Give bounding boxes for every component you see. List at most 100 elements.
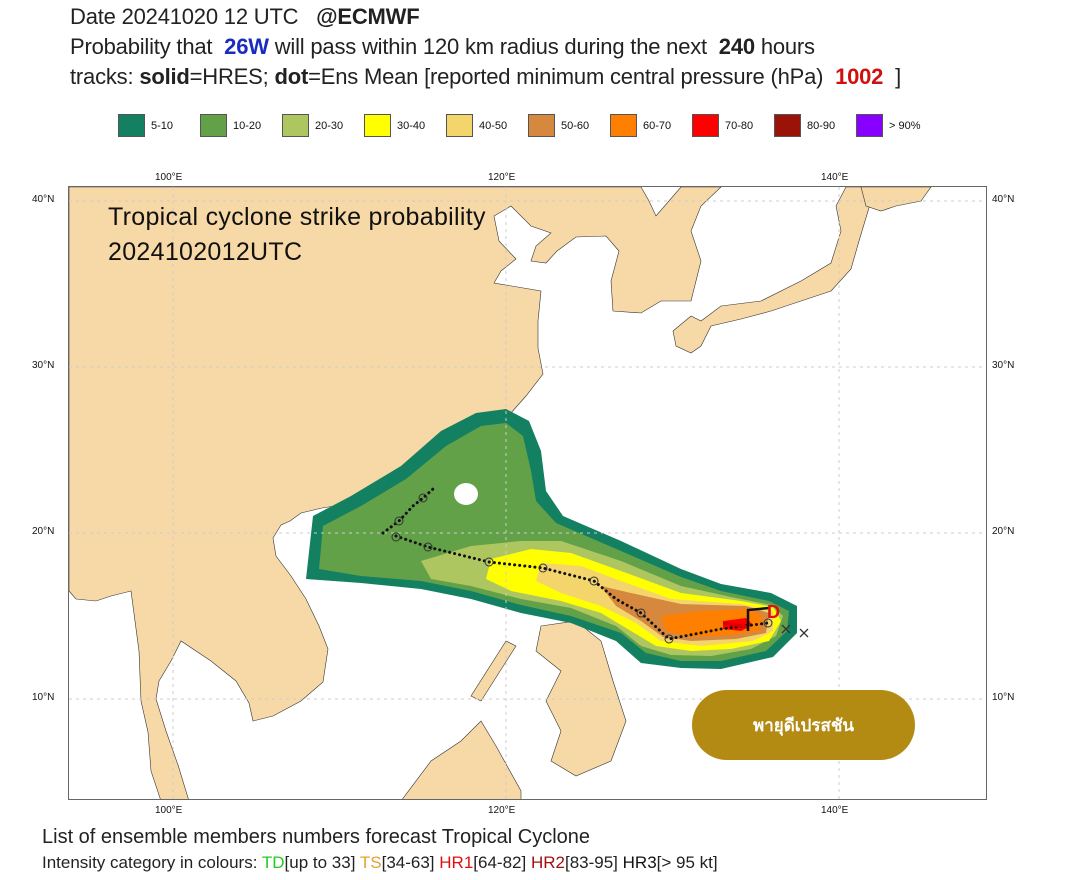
legend-label: 20-30 — [315, 119, 344, 132]
pressure-value: 1002 — [835, 64, 884, 89]
legend-swatch — [774, 114, 801, 137]
legend-item: > 90% — [856, 114, 938, 137]
track-marker — [636, 608, 646, 618]
lon-label-top: 140°E — [821, 172, 849, 183]
text: dot — [274, 64, 309, 89]
track-marker — [484, 557, 494, 567]
category-range: [64-82] — [473, 853, 527, 872]
legend-swatch — [610, 114, 637, 137]
lon-label-bottom: 120°E — [488, 805, 516, 816]
org-text: @ECMWF — [316, 4, 420, 29]
hres-track — [746, 606, 770, 631]
category-name: TD — [261, 853, 285, 872]
legend-label: 60-70 — [643, 119, 672, 132]
map-subtitle: 2024102012UTC — [108, 238, 303, 266]
cross-icon — [781, 624, 791, 634]
cross-icon — [799, 628, 809, 638]
category-name: HR1 — [439, 853, 474, 872]
japan-hokkaido — [860, 187, 932, 212]
text: Probability that — [70, 34, 213, 59]
legend-item: 60-70 — [610, 114, 692, 137]
category-name: HR2 — [530, 853, 565, 872]
lat-label-right: 40°N — [992, 194, 1015, 205]
legend-swatch — [364, 114, 391, 137]
category-range: [> 95 kt] — [656, 853, 718, 872]
lat-label-left: 30°N — [32, 360, 55, 371]
text: hours — [760, 34, 815, 59]
track-marker — [538, 563, 548, 573]
text: Intensity category in colours: — [42, 853, 258, 872]
legend-swatch — [118, 114, 145, 137]
text: tracks: — [70, 64, 134, 89]
legend-item: 50-60 — [528, 114, 610, 137]
track-marker — [391, 532, 401, 542]
legend-item: 20-30 — [282, 114, 364, 137]
date-text: Date 20241020 12 UTC — [70, 4, 299, 29]
legend-swatch — [528, 114, 555, 137]
tracks: D — [381, 487, 809, 644]
legend-label: 10-20 — [233, 119, 262, 132]
legend-swatch — [282, 114, 309, 137]
lon-label-top: 120°E — [488, 172, 516, 183]
legend-item: 5-10 — [118, 114, 200, 137]
hours-value: 240 — [718, 34, 755, 59]
text: ] — [895, 64, 901, 89]
text: =Ens Mean [reported minimum central pres… — [308, 64, 824, 89]
legend-swatch — [856, 114, 883, 137]
legend-item: 80-90 — [774, 114, 856, 137]
lon-label-bottom: 140°E — [821, 805, 849, 816]
legend-label: > 90% — [889, 119, 921, 132]
lat-label-right: 20°N — [992, 526, 1015, 537]
storm-id: 26W — [224, 34, 269, 59]
storm-depression-marker: D — [767, 602, 780, 622]
legend-swatch — [446, 114, 473, 137]
category-range: [up to 33] — [284, 853, 356, 872]
lat-label-left: 10°N — [32, 692, 55, 703]
legend-item: 40-50 — [446, 114, 528, 137]
legend-swatch — [692, 114, 719, 137]
category-name: HR3 — [622, 853, 657, 872]
track-marker — [394, 516, 404, 526]
track-time-markers — [391, 493, 773, 644]
map-title: Tropical cyclone strike probability — [108, 203, 486, 231]
lon-label-top: 100°E — [155, 172, 183, 183]
legend-label: 70-80 — [725, 119, 754, 132]
category-range: [83-95] — [564, 853, 618, 872]
legend-item: 10-20 — [200, 114, 282, 137]
lat-label-left: 40°N — [32, 194, 55, 205]
storm-type-badge: พายุดีเปรสชัน — [692, 690, 915, 760]
legend-label: 30-40 — [397, 119, 426, 132]
hres-track-red — [722, 621, 749, 629]
legend-swatch — [200, 114, 227, 137]
text: solid — [139, 64, 190, 89]
category-name: TS — [359, 853, 382, 872]
header-line-tracks: tracks: solid=HRES; dot=Ens Mean [report… — [70, 64, 901, 90]
track-marker — [589, 576, 599, 586]
legend-item: 30-40 — [364, 114, 446, 137]
footer-intensity: Intensity category in colours: TD[up to … — [42, 853, 718, 873]
legend-label: 5-10 — [151, 119, 174, 132]
legend-item: 70-80 — [692, 114, 774, 137]
lat-label-right: 30°N — [992, 360, 1015, 371]
legend-label: 50-60 — [561, 119, 590, 132]
track-marker — [418, 493, 428, 503]
header-line-probability: Probability that 26W will pass within 12… — [70, 34, 815, 60]
contour-hole — [454, 483, 478, 505]
track-marker — [664, 634, 674, 644]
lat-label-left: 20°N — [32, 526, 55, 537]
text: =HRES; — [189, 64, 269, 89]
lon-label-bottom: 100°E — [155, 805, 183, 816]
header-line-date: Date 20241020 12 UTC @ECMWF — [70, 4, 420, 30]
legend-label: 80-90 — [807, 119, 836, 132]
ens-mean-track-branch — [381, 487, 435, 535]
cross-markers — [781, 624, 809, 638]
track-marker — [763, 618, 773, 628]
legend-label: 40-50 — [479, 119, 508, 132]
borneo-island — [402, 720, 522, 799]
category-range: [34-63] — [381, 853, 435, 872]
footer-title: List of ensemble members numbers forecas… — [42, 826, 591, 848]
probability-legend: 5-10 10-20 20-30 30-40 40-50 50-60 60-70 70-80 8… — [118, 114, 938, 137]
palawan-island — [470, 640, 517, 702]
text: will pass within 120 km radius during th… — [274, 34, 707, 59]
ens-mean-track — [394, 534, 770, 641]
